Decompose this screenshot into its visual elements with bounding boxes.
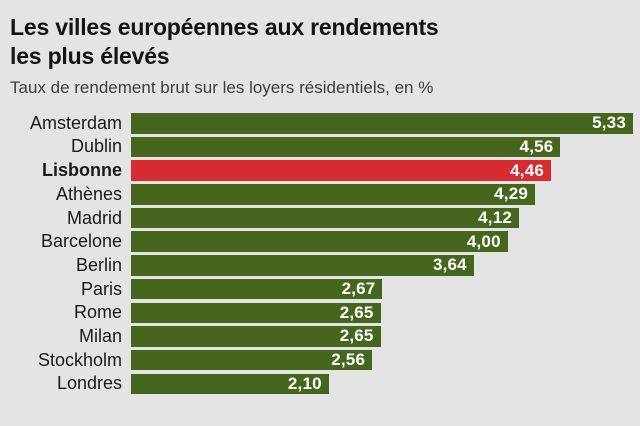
bar: 3,64 bbox=[131, 255, 474, 276]
bar-value-label: 4,12 bbox=[478, 208, 513, 227]
chart-title-line-1: Les villes européennes aux rendements bbox=[10, 14, 439, 40]
bar-row: Stockholm 2,56 bbox=[0, 350, 640, 371]
bar-row: Dublin 4,56 bbox=[0, 136, 640, 158]
bar-row: Barcelone 4,00 bbox=[0, 231, 640, 252]
bar: 2,65 bbox=[131, 302, 381, 323]
bar-row: Madrid 4,12 bbox=[0, 208, 640, 229]
bar-value-label: 2,56 bbox=[331, 350, 366, 370]
bar-row: Berlin 3,64 bbox=[0, 255, 640, 276]
city-label: Londres bbox=[56, 373, 122, 394]
bar-chart: Amsterdam 5,33 Dublin 4,56 Lisbonne 4,46 Athèn… bbox=[0, 113, 640, 395]
bar-row: Rome 2,65 bbox=[0, 302, 640, 323]
city-label: Stockholm bbox=[37, 349, 122, 370]
city-label: Paris bbox=[80, 278, 122, 299]
city-label-highlighted: Lisbonne bbox=[42, 160, 122, 181]
bar-track: 2,10 bbox=[131, 373, 633, 395]
bar-value-label: 2,65 bbox=[339, 302, 374, 322]
bar-track: 4,56 bbox=[131, 136, 633, 158]
city-label: Athènes bbox=[55, 183, 122, 204]
bar-track: 2,65 bbox=[131, 326, 633, 347]
city-label: Barcelone bbox=[40, 231, 122, 252]
chart-title-line-2: les plus élevés bbox=[10, 43, 170, 69]
bar-track: 2,67 bbox=[131, 278, 633, 300]
bar-track: 5,33 bbox=[131, 113, 633, 134]
bar: 4,12 bbox=[131, 207, 520, 229]
bar-value-label: 3,64 bbox=[432, 255, 467, 275]
bar-track: 4,00 bbox=[131, 231, 633, 252]
bar-row: Lisbonne 4,46 bbox=[0, 160, 640, 181]
city-label: Dublin bbox=[70, 136, 122, 157]
bar-row: Londres 2,10 bbox=[0, 373, 640, 395]
chart-header: Les villes européennes aux rendements les… bbox=[0, 0, 640, 98]
bar-value-label: 2,10 bbox=[287, 373, 322, 393]
bar: 2,65 bbox=[131, 326, 381, 347]
bar-track: 4,46 bbox=[131, 160, 633, 181]
bar: 5,33 bbox=[131, 113, 633, 134]
bar-value-label: 4,00 bbox=[466, 231, 501, 251]
bar-row: Amsterdam 5,33 bbox=[0, 113, 640, 134]
chart-subtitle: Taux de rendement brut sur les loyers ré… bbox=[10, 78, 434, 97]
city-label: Madrid bbox=[66, 207, 122, 228]
bar: 4,00 bbox=[131, 231, 508, 252]
bar-track: 4,29 bbox=[131, 184, 633, 205]
city-label: Amsterdam bbox=[29, 112, 122, 133]
bar-track: 2,65 bbox=[131, 302, 633, 323]
bar-value-label: 4,46 bbox=[510, 160, 545, 180]
bar-value-label: 2,67 bbox=[341, 279, 376, 299]
bar-track: 2,56 bbox=[131, 349, 633, 371]
city-label: Milan bbox=[78, 325, 122, 346]
bar: 4,29 bbox=[131, 184, 536, 205]
city-label: Rome bbox=[73, 302, 122, 323]
chart-title: Les villes européennes aux rendements les… bbox=[10, 13, 630, 71]
bar: 2,10 bbox=[131, 373, 329, 395]
bar-row: Milan 2,65 bbox=[0, 326, 640, 347]
bar-highlighted: 4,46 bbox=[131, 160, 552, 181]
bar-value-label: 5,33 bbox=[592, 113, 626, 133]
bar: 2,67 bbox=[131, 278, 383, 300]
bar-track: 4,12 bbox=[131, 207, 633, 229]
bar: 4,56 bbox=[131, 136, 561, 158]
bar: 2,56 bbox=[131, 349, 373, 371]
bar-row: Athènes 4,29 bbox=[0, 184, 640, 205]
bar-value-label: 4,29 bbox=[494, 184, 529, 204]
bar-value-label: 2,65 bbox=[339, 326, 374, 346]
bar-track: 3,64 bbox=[131, 255, 633, 276]
bar-row: Paris 2,67 bbox=[0, 279, 640, 300]
bar-value-label: 4,56 bbox=[519, 136, 554, 156]
city-label: Berlin bbox=[75, 254, 122, 275]
